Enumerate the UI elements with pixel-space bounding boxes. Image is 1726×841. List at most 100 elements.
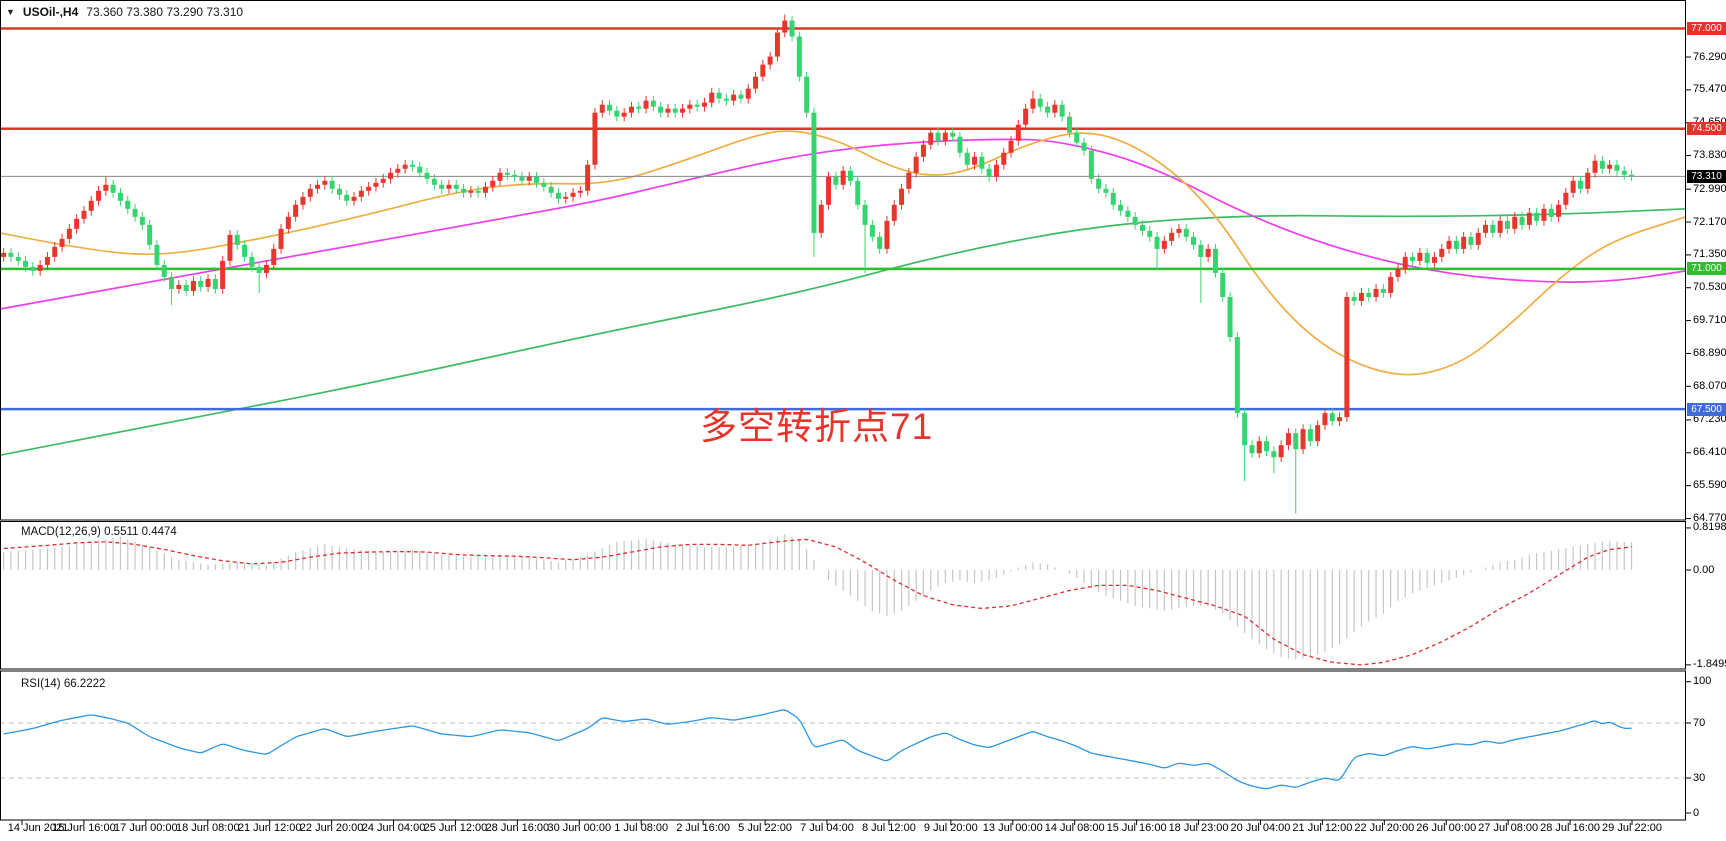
candle-body (103, 184, 109, 191)
candle-body (1461, 236, 1467, 249)
candle-body (482, 186, 488, 193)
candle-body (884, 220, 890, 249)
time-axis-label: 15 Jun 16:00 (52, 822, 116, 834)
candle-body (512, 174, 518, 177)
time-axis-label: 21 Jun 12:00 (237, 822, 302, 834)
candle-body (680, 108, 686, 113)
candle-body (833, 176, 839, 185)
candle-body (1585, 172, 1591, 189)
candle-body (1081, 142, 1087, 151)
candle-body (899, 188, 905, 205)
candle-body (1563, 192, 1569, 205)
candle-body (753, 76, 759, 89)
candle-body (1366, 292, 1372, 297)
candle-body (23, 260, 29, 267)
price-axis-tick: 72.990 (1693, 182, 1726, 195)
candle-body (358, 190, 364, 197)
trend-turning-point-annotation: 多空转折点71 (700, 406, 934, 447)
rsi-line (3, 709, 1632, 790)
candle-body (96, 190, 102, 201)
collapse-chart-icon[interactable]: ▼ (6, 7, 15, 17)
candle-body (409, 164, 415, 167)
candle-body (1191, 236, 1197, 245)
candle-body (439, 184, 445, 189)
candle-body (1066, 116, 1072, 133)
ma-orange (0, 130, 1687, 376)
candle-body (388, 172, 394, 179)
candle-body (694, 104, 700, 107)
candle-body (1154, 236, 1160, 249)
candle-body (8, 252, 14, 257)
candle-body (782, 20, 788, 33)
candle-body (847, 170, 853, 181)
price-axis-tick: 64.770 (1693, 511, 1726, 524)
price-line-badge: 67.500 (1687, 402, 1726, 416)
candle-body (534, 176, 540, 183)
candle-body (738, 94, 744, 99)
candle-body (1139, 224, 1145, 231)
candle-body (628, 106, 634, 113)
candle-body (1161, 240, 1167, 249)
price-line-badge: 74.500 (1687, 122, 1726, 136)
macd-axis-tick: 0.8198 (1693, 521, 1726, 534)
rsi-panel[interactable] (0, 671, 1686, 820)
candle-body (1015, 124, 1021, 141)
candle-body (205, 278, 211, 287)
candle-body (1278, 445, 1284, 458)
candle-body (147, 224, 153, 245)
candle-body (504, 172, 510, 175)
candle-body (1030, 98, 1036, 109)
candle-body (1380, 288, 1386, 293)
candle-body (44, 256, 50, 265)
price-axis-tick: 67.230 (1693, 413, 1726, 426)
time-axis-label: 18 Jun 08:00 (175, 822, 240, 834)
candle-body (1234, 337, 1240, 414)
candle-body (906, 172, 912, 189)
candle-body (453, 184, 459, 189)
candle-body (818, 204, 824, 233)
candle-body (942, 132, 948, 141)
macd-panel[interactable] (0, 521, 1686, 669)
candle-body (271, 248, 277, 265)
macd-axis-tick: 0.00 (1693, 563, 1715, 576)
candle-body (1577, 180, 1583, 189)
candle-body (431, 178, 437, 185)
ohlc-quote-label: 73.360 73.380 73.290 73.310 (86, 5, 244, 19)
candle-body (1183, 228, 1189, 237)
time-axis-label: 14 Jul 08:00 (1044, 822, 1105, 834)
candle-body (1110, 192, 1116, 205)
candle-body (1453, 240, 1459, 249)
time-axis-label: 25 Jun 12:00 (423, 822, 488, 834)
candle-body (1037, 98, 1043, 107)
candle-body (1541, 208, 1547, 221)
candle-body (950, 132, 956, 137)
candle-body (1614, 164, 1620, 171)
time-axis-label: 29 Jul 22:00 (1602, 822, 1662, 834)
candle-body (336, 188, 342, 195)
time-axis-label: 28 Jul 16:00 (1540, 822, 1601, 834)
candle-body (826, 176, 832, 205)
candle-body (1629, 174, 1635, 177)
candle-body (986, 168, 992, 177)
candle-body (402, 164, 408, 169)
candle-body (161, 264, 167, 277)
time-axis-label: 24 Jun 04:00 (361, 822, 426, 834)
panel-border (0, 0, 1686, 521)
candle-body (774, 32, 780, 57)
candle-body (1059, 104, 1065, 117)
candle-body (198, 280, 204, 287)
candle-body (1045, 106, 1051, 113)
candle-body (1548, 208, 1554, 217)
candle-body (263, 264, 269, 273)
candle-body (1534, 212, 1540, 221)
candle-body (658, 106, 664, 113)
candle-body (1315, 425, 1321, 442)
candle-body (1599, 160, 1605, 169)
candle-body (585, 164, 591, 191)
chart-header: ▼ USOil-,H4 73.360 73.380 73.290 73.310 (6, 5, 243, 19)
candle-body (577, 190, 583, 193)
candle-body (789, 20, 795, 37)
candle-body (687, 104, 693, 109)
